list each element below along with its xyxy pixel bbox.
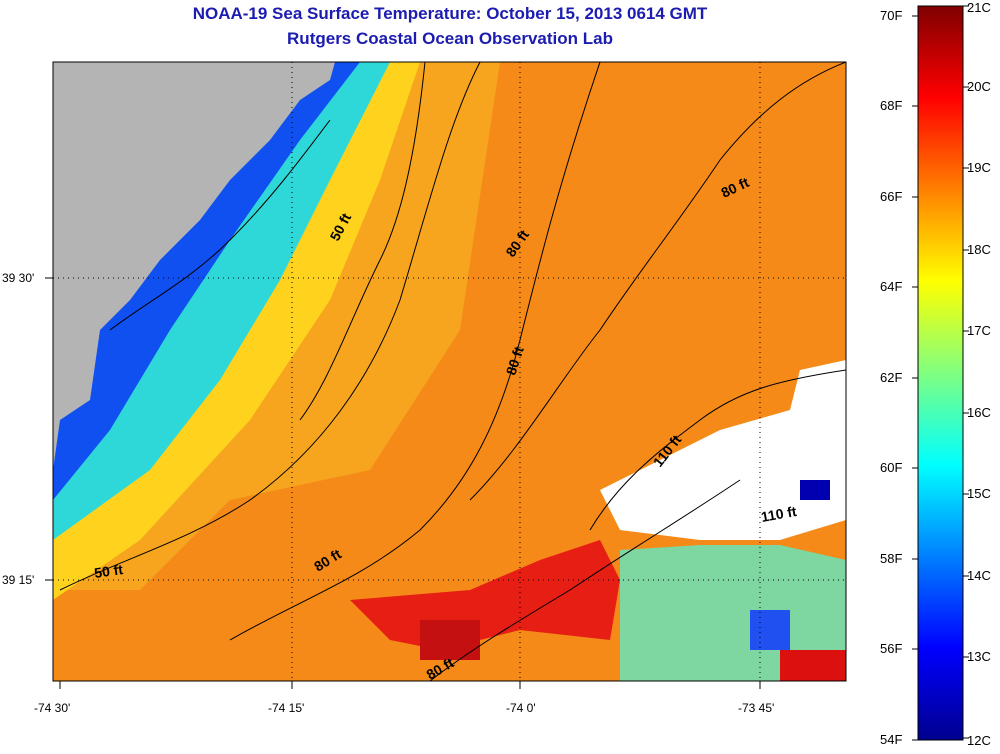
no-data-region — [600, 360, 846, 540]
y-tick-label: 39 30' — [2, 271, 35, 285]
colorbar-c-label: 12C — [967, 733, 991, 748]
colorbar-f-label: 62F — [880, 370, 903, 385]
bathymetry-contours — [59, 62, 846, 681]
colorbar-c-label: 20C — [967, 79, 991, 94]
grid-lines — [53, 62, 846, 681]
x-tick-label: -74 30' — [34, 701, 71, 715]
colorbar-f-label: 60F — [880, 460, 903, 475]
land-area — [53, 62, 335, 470]
colorbar-ticks — [912, 5, 969, 741]
colorbar-c-label: 18C — [967, 242, 991, 257]
x-tick-label: -73 45' — [738, 701, 775, 715]
colorbar-gradient — [917, 5, 964, 741]
colorbar-c-label: 14C — [967, 568, 991, 583]
sst-cold-patch — [800, 480, 830, 500]
contour-label: 110 ft — [760, 503, 798, 525]
y-tick-label: 39 15' — [2, 573, 35, 587]
axis-ticks — [45, 277, 761, 689]
colorbar-f-label: 58F — [880, 551, 903, 566]
map-title: NOAA-19 Sea Surface Temperature: October… — [192, 4, 708, 23]
contour-label: 50 ft — [93, 561, 124, 581]
map-subtitle: Rutgers Coastal Ocean Observation Lab — [287, 29, 613, 48]
map-frame — [52, 61, 847, 682]
x-tick-label: -74 15' — [268, 701, 305, 715]
colorbar-c-label: 13C — [967, 649, 991, 664]
colorbar-c-label: 17C — [967, 323, 991, 338]
colorbar-c-label: 16C — [967, 405, 991, 420]
colorbar-f-label: 70F — [880, 8, 903, 23]
sst-cold-patch — [750, 610, 790, 650]
colorbar-c-label: 21C — [967, 0, 991, 15]
colorbar-f-label: 54F — [880, 732, 903, 747]
colorbar-f-label: 66F — [880, 189, 903, 204]
sst-hot-spots — [350, 540, 620, 650]
x-tick-label: -74 0' — [506, 701, 536, 715]
colorbar-c-label: 19C — [967, 160, 991, 175]
colorbar-f-label: 68F — [880, 98, 903, 113]
colorbar-f-label: 64F — [880, 279, 903, 294]
sst-red-patch — [780, 650, 846, 681]
colorbar-f-label: 56F — [880, 641, 903, 656]
colorbar-c-label: 15C — [967, 486, 991, 501]
sst-hot-spot — [420, 620, 480, 660]
